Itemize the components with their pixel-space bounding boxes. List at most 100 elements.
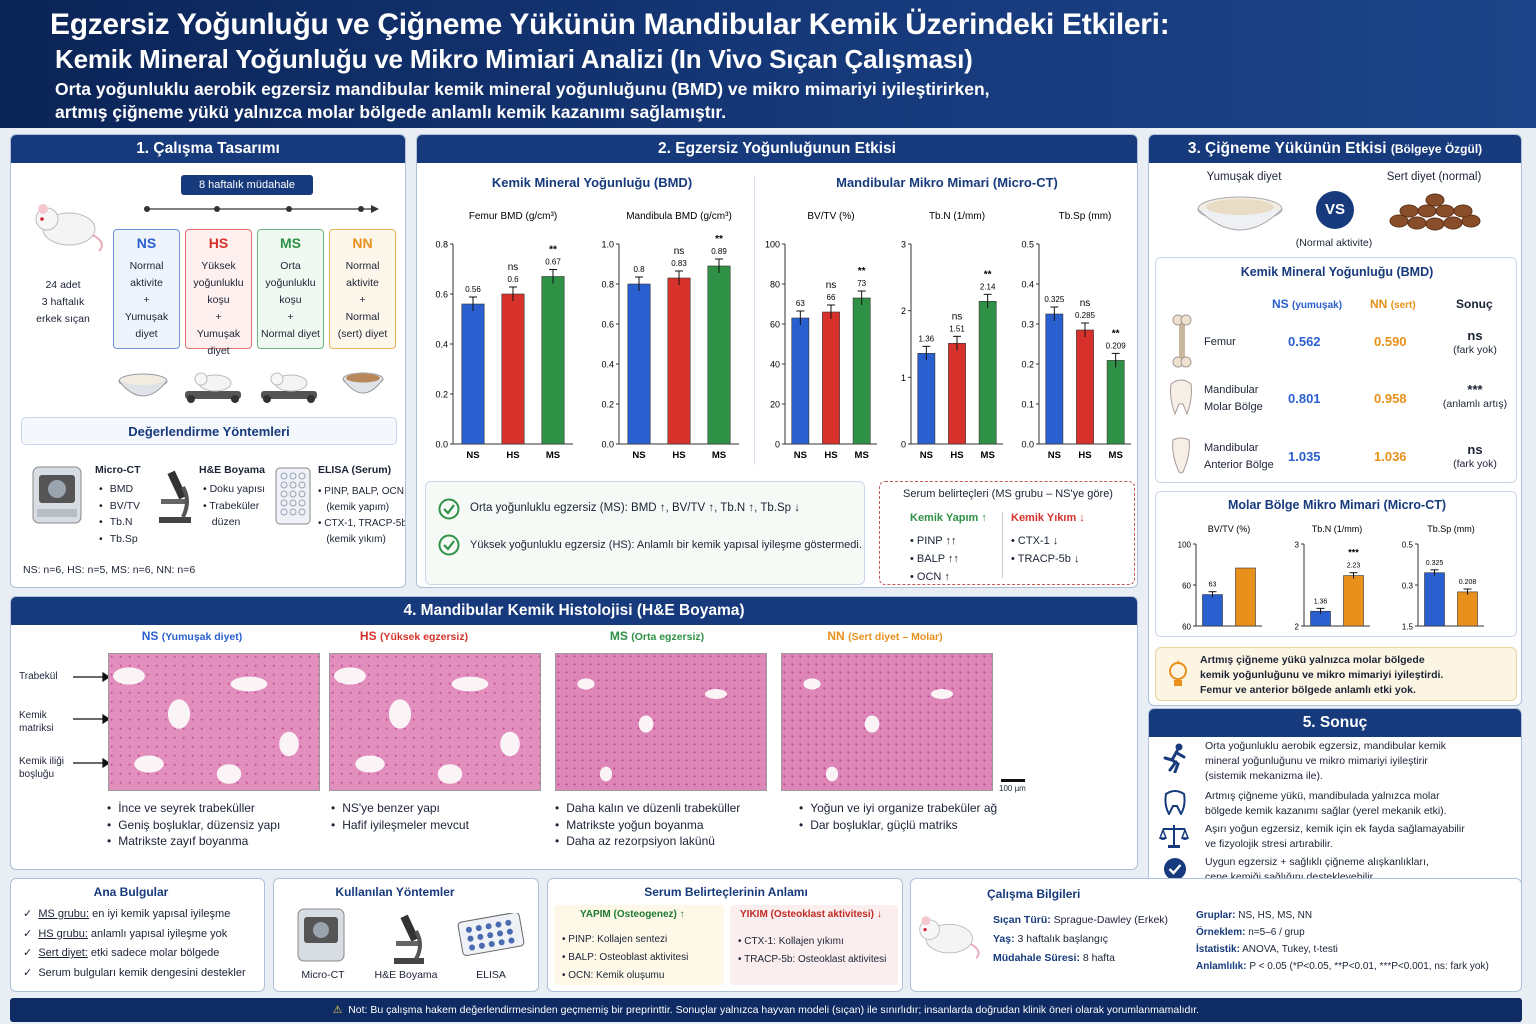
soft-diet-bowl-icon (1197, 196, 1283, 231)
row-ns-value: 0.562 (1288, 334, 1321, 349)
study-info-left: Sıçan Türü: Sprague-Dawley (Erkek) Yaş: … (993, 914, 1169, 964)
y-tick-label: 0.2 (601, 400, 614, 410)
x-tick-label: NS (794, 450, 807, 461)
group-box-hs: HS Yüksek yoğunluklu koşu + Yumuşak diyet (185, 229, 252, 357)
elisa-plate-icon (275, 467, 311, 525)
normal-activity-label: (Normal aktivite) (1295, 237, 1373, 249)
header-banner: Egzersiz Yoğunluğu ve Çiğneme Yükünün Ma… (0, 0, 1536, 128)
bar (541, 276, 565, 445)
panel-title: 2. Egzersiz Yoğunluğunun Etkisi (417, 135, 1137, 163)
histo-label-trabekul: Trabekül (19, 671, 58, 682)
scale-bar-label: 100 µm (999, 784, 1026, 793)
chew-bmd-title: Kemik Mineral Yoğunluğu (BMD) (1240, 265, 1434, 279)
main-subtitle: Kemik Mineral Yoğunluğu ve Mikro Mimiari… (55, 44, 973, 74)
panel-title: 1. Çalışma Tasarımı (11, 135, 405, 163)
row-result: ns (fark yok) (1453, 442, 1497, 470)
bar (1045, 313, 1064, 445)
histo-col-title-ms: MS (Orta egzersiz) (609, 629, 705, 643)
row-ns-value: 1.035 (1288, 449, 1321, 464)
data-label: 0.325 (1044, 295, 1065, 304)
y-tick-label: 0.8 (601, 280, 614, 290)
row-nn-value: 0.958 (1374, 391, 1407, 406)
panel-title: 4. Mandibular Kemik Histolojisi (H&E Boy… (11, 597, 1137, 625)
significance-label: ns (674, 246, 685, 257)
findings-box: Orta yoğunluklu egzersiz (MS): BMD ↑, BV… (425, 481, 865, 585)
y-tick-label: 0.5 (1021, 240, 1034, 250)
chart-title: Mandibula BMD (g/cm³) (626, 211, 732, 222)
rat-icon (919, 916, 980, 959)
data-label: 1.36 (919, 334, 935, 343)
soft-diet-label: Yumuşak diyet (1206, 171, 1282, 183)
y-tick-label: 0.6 (601, 320, 614, 330)
data-label: 0.8 (633, 265, 645, 274)
significance-label: ** (549, 245, 557, 256)
y-tick-label: 0.1 (1021, 400, 1034, 410)
bmd-section-title: Kemik Mineral Yoğunluğu (BMD) (491, 175, 693, 190)
conclusion-panel: 5. Sonuç Orta yoğunluklu aerobik egzersi… (1148, 708, 1522, 888)
y-tick-label: 0.0 (435, 440, 448, 450)
finding-text: Orta yoğunluklu egzersiz (MS): BMD ↑, BV… (470, 502, 800, 514)
x-tick-label: MS (712, 450, 726, 461)
method-microct-title: Micro-CT (95, 464, 141, 476)
chew-note-box: Artmış çiğneme yükü yalnızca molar bölge… (1155, 647, 1517, 701)
timeline-label: 8 haftalık müdahale (181, 175, 313, 195)
bar (1235, 567, 1256, 627)
data-label: 0.89 (711, 247, 727, 256)
x-tick-label: HS (672, 450, 685, 461)
findings-title: Ana Bulgular (93, 885, 169, 899)
col-ns: NS (yumuşak) (1272, 297, 1343, 311)
bar (627, 283, 651, 445)
bar (852, 297, 871, 445)
finding-text: Yüksek yoğunluklu egzersiz (HS): Anlamlı… (470, 539, 862, 551)
significance-label: ns (1080, 298, 1091, 309)
conclusion-item: Artmış çiğneme yükü, mandibulada yalnızc… (1205, 790, 1447, 817)
data-label: 66 (827, 293, 836, 302)
histo-bullets-ms: Daha kalın ve düzenli trabeküllerMatriks… (555, 800, 740, 850)
x-tick-label: NS (920, 450, 933, 461)
findings-list: ✓ MS grubu: en iyi kemik yapısal iyileşm… (23, 908, 246, 979)
yapim-box (554, 905, 724, 985)
group-box-ns: NS Normal aktivite + Yumuşak diyet (113, 229, 180, 349)
data-label: 0.208 (1459, 579, 1477, 586)
serum-title: Serum belirteçleri (MS grubu – NS'ye gör… (903, 488, 1113, 500)
resorption-list: • CTX-1 ↓ • TRACP-5b ↓ (1011, 535, 1080, 565)
significance-label: ** (858, 266, 866, 277)
microct-icon (297, 908, 345, 962)
exercise-panel: 2. Egzersiz Yoğunluğunun Etkisi Kemik Mi… (416, 134, 1138, 588)
bar (1457, 591, 1478, 627)
histology-image-nn (781, 653, 993, 791)
x-tick-label: NS (466, 450, 479, 461)
histo-pointer-arrows (73, 671, 109, 769)
y-tick-label: 3 (1295, 541, 1300, 550)
y-tick-label: 100 (1178, 541, 1192, 550)
y-tick-label: 0.3 (1402, 582, 1414, 591)
significance-label: ** (1112, 328, 1120, 339)
chewing-panel: 3. Çiğneme Yükünün Etkisi (Bölgeye Özgül… (1148, 134, 1522, 706)
chart-title: Tb.Sp (mm) (1427, 524, 1475, 534)
x-tick-label: HS (1078, 450, 1091, 461)
y-tick-label: 2 (901, 306, 906, 316)
tooth-icon (1164, 790, 1186, 815)
elisa-plate-icon (457, 913, 525, 956)
formation-title: Kemik Yapım ↑ (910, 512, 987, 524)
y-tick-label: 0 (901, 440, 906, 450)
hard-diet-bowl-icon (342, 372, 384, 394)
row-nn-value: 1.036 (1374, 449, 1407, 464)
running-person-icon (1163, 743, 1186, 773)
animal-info: 24 adet 3 haftalık erkek sıçan (36, 279, 90, 325)
x-tick-label: MS (546, 450, 560, 461)
x-tick-label: MS (981, 450, 995, 461)
histology-panel: 4. Mandibular Kemik Histolojisi (H&E Boy… (10, 596, 1138, 870)
histology-image-ns (108, 653, 320, 791)
microct-icon (32, 466, 82, 524)
data-label: 0.209 (1106, 341, 1127, 350)
row-ns-value: 0.801 (1288, 391, 1321, 406)
study-info-title: Çalışma Bilgileri (987, 887, 1081, 901)
data-label: 73 (857, 279, 866, 288)
formation-list: • PINP ↑↑ • BALP ↑↑ • OCN ↑ (910, 535, 959, 583)
y-tick-label: 2 (1295, 623, 1300, 632)
treadmill-icon (185, 372, 241, 403)
histo-bullets-hs: NS'ye benzer yapıHafif iyileşmeler mevcu… (331, 800, 469, 833)
chew-bmd-table: Kemik Mineral Yoğunluğu (BMD) NS (yumuşa… (1155, 257, 1517, 483)
y-tick-label: 0.4 (601, 360, 614, 370)
